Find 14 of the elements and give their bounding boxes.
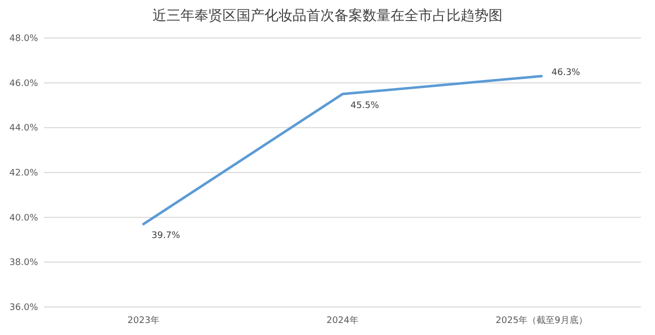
data-label: 39.7%: [152, 231, 181, 242]
y-tick-label: 46.0%: [9, 78, 38, 89]
y-tick-label: 48.0%: [9, 34, 38, 44]
y-tick-label: 36.0%: [9, 303, 38, 313]
y-tick-label: 42.0%: [9, 168, 38, 178]
x-tick-label: 2023年: [128, 315, 160, 326]
chart-title: 近三年奉贤区国产化妆品首次备案数量在全市占比趋势图: [152, 7, 502, 24]
y-tick-label: 44.0%: [9, 124, 38, 134]
data-label: 46.3%: [552, 68, 581, 78]
x-tick-label: 2025年（截至9月底）: [496, 315, 588, 326]
data-label: 45.5%: [350, 101, 380, 112]
x-tick-label: 2024年: [326, 315, 358, 326]
y-tick-label: 38.0%: [9, 258, 38, 268]
y-tick-label: 40.0%: [9, 213, 38, 224]
